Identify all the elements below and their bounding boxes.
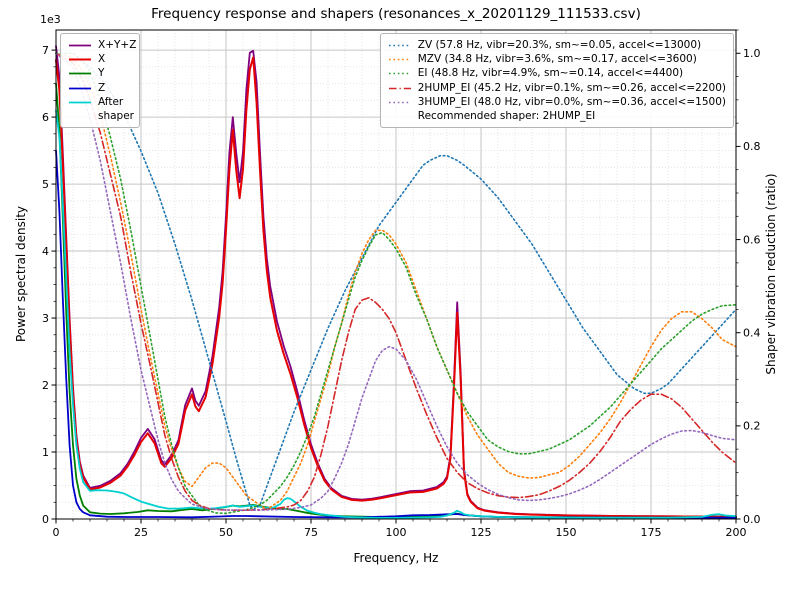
y-axis-label-left: Power spectral density bbox=[14, 205, 28, 343]
legend-label: Y bbox=[98, 67, 105, 80]
x-tick-label: 150 bbox=[556, 526, 577, 539]
legend-label: 2HUMP_EI (45.2 Hz, vibr=0.1%, sm~=0.26, … bbox=[417, 81, 726, 94]
y-right-tick-label: 0.8 bbox=[743, 140, 761, 153]
legend-line-sample bbox=[69, 58, 91, 61]
legend-line-sample bbox=[388, 44, 411, 47]
y-axis-offset-text: 1e3 bbox=[40, 13, 61, 26]
x-tick-label: 175 bbox=[641, 526, 662, 539]
x-tick-label: 75 bbox=[304, 526, 318, 539]
legend-note-text: Recommended shaper: 2HUMP_EI bbox=[417, 109, 596, 122]
legend-item-xyz: X+Y+Z bbox=[68, 38, 136, 52]
legend-line-sample bbox=[69, 101, 91, 104]
series-zv bbox=[55, 52, 737, 511]
legend-item-x: X bbox=[68, 52, 132, 66]
series-2hump_ei bbox=[55, 52, 737, 512]
y-left-tick-label: 2 bbox=[42, 379, 49, 392]
series-ei bbox=[55, 52, 737, 515]
x-axis-label: Frequency, Hz bbox=[353, 551, 439, 565]
legend-line-sample bbox=[388, 87, 411, 89]
legend-label: Z bbox=[98, 81, 106, 94]
y-right-tick-label: 0.4 bbox=[743, 327, 761, 340]
legend-line-sample bbox=[388, 58, 411, 61]
x-tick-label: 0 bbox=[53, 526, 60, 539]
legend-item-z: Z bbox=[68, 81, 132, 95]
legend-item-zv: ZV (57.8 Hz, vibr=20.3%, sm~=0.05, accel… bbox=[388, 38, 726, 52]
legend-label: After shaper bbox=[98, 95, 135, 122]
axes-frame bbox=[55, 29, 737, 520]
legend-item-y: Y bbox=[68, 66, 132, 80]
legend-label: X bbox=[98, 53, 106, 66]
legend-line-sample bbox=[388, 73, 411, 75]
legend-label: 3HUMP_EI (48.0 Hz, vibr=0.0%, sm~=0.36, … bbox=[417, 95, 726, 108]
legend-item-2hump_ei: 2HUMP_EI (45.2 Hz, vibr=0.1%, sm~=0.26, … bbox=[388, 81, 726, 95]
legend-line-sample bbox=[69, 44, 91, 47]
legend-line-sample bbox=[69, 87, 91, 89]
x-tick-label: 125 bbox=[471, 526, 492, 539]
legend-line-sample bbox=[69, 72, 91, 75]
legend-line-sample bbox=[388, 101, 411, 103]
y-left-tick-label: 6 bbox=[42, 111, 49, 124]
y-left-tick-label: 4 bbox=[42, 245, 49, 258]
y-axis-label-right: Shaper vibration reduction (ratio) bbox=[764, 173, 778, 375]
y-right-tick-label: 0.0 bbox=[743, 513, 761, 526]
legend-label: X+Y+Z bbox=[98, 39, 137, 51]
y-left-tick-label: 3 bbox=[42, 312, 49, 325]
legend-item-3hump_ei: 3HUMP_EI (48.0 Hz, vibr=0.0%, sm~=0.36, … bbox=[388, 95, 726, 109]
y-left-tick-label: 1 bbox=[42, 446, 49, 459]
x-tick-label: 200 bbox=[726, 526, 747, 539]
chart-title: Frequency response and shapers (resonanc… bbox=[151, 6, 641, 22]
legend-item-after: After shaper bbox=[68, 95, 135, 123]
x-tick-label: 25 bbox=[134, 526, 148, 539]
legend-label: MZV (34.8 Hz, vibr=3.6%, sm~=0.17, accel… bbox=[417, 53, 697, 66]
y-right-tick-label: 0.2 bbox=[743, 420, 761, 433]
series-3hump_ei bbox=[55, 52, 737, 512]
x-tick-label: 50 bbox=[219, 526, 233, 539]
series-x bbox=[55, 56, 737, 518]
series-after bbox=[55, 109, 737, 519]
legend-item-mzv: MZV (34.8 Hz, vibr=3.6%, sm~=0.17, accel… bbox=[388, 52, 726, 66]
legend-shapers: ZV (57.8 Hz, vibr=20.3%, sm~=0.05, accel… bbox=[379, 33, 734, 129]
legend-label: EI (48.8 Hz, vibr=4.9%, sm~=0.14, accel<… bbox=[417, 67, 684, 80]
x-tick-label: 100 bbox=[386, 526, 407, 539]
y-right-tick-label: 0.6 bbox=[743, 233, 761, 246]
legend-psd: X+Y+Z X Y Z After shaper bbox=[60, 33, 140, 129]
legend-note: Recommended shaper: 2HUMP_EI bbox=[388, 109, 726, 123]
legend-label: ZV (57.8 Hz, vibr=20.3%, sm~=0.05, accel… bbox=[417, 39, 702, 51]
y-right-tick-label: 1.0 bbox=[743, 47, 761, 60]
y-left-tick-label: 5 bbox=[42, 178, 49, 191]
legend-item-ei: EI (48.8 Hz, vibr=4.9%, sm~=0.14, accel<… bbox=[388, 66, 726, 80]
y-left-tick-label: 0 bbox=[42, 513, 49, 526]
y-left-tick-label: 7 bbox=[42, 44, 49, 57]
